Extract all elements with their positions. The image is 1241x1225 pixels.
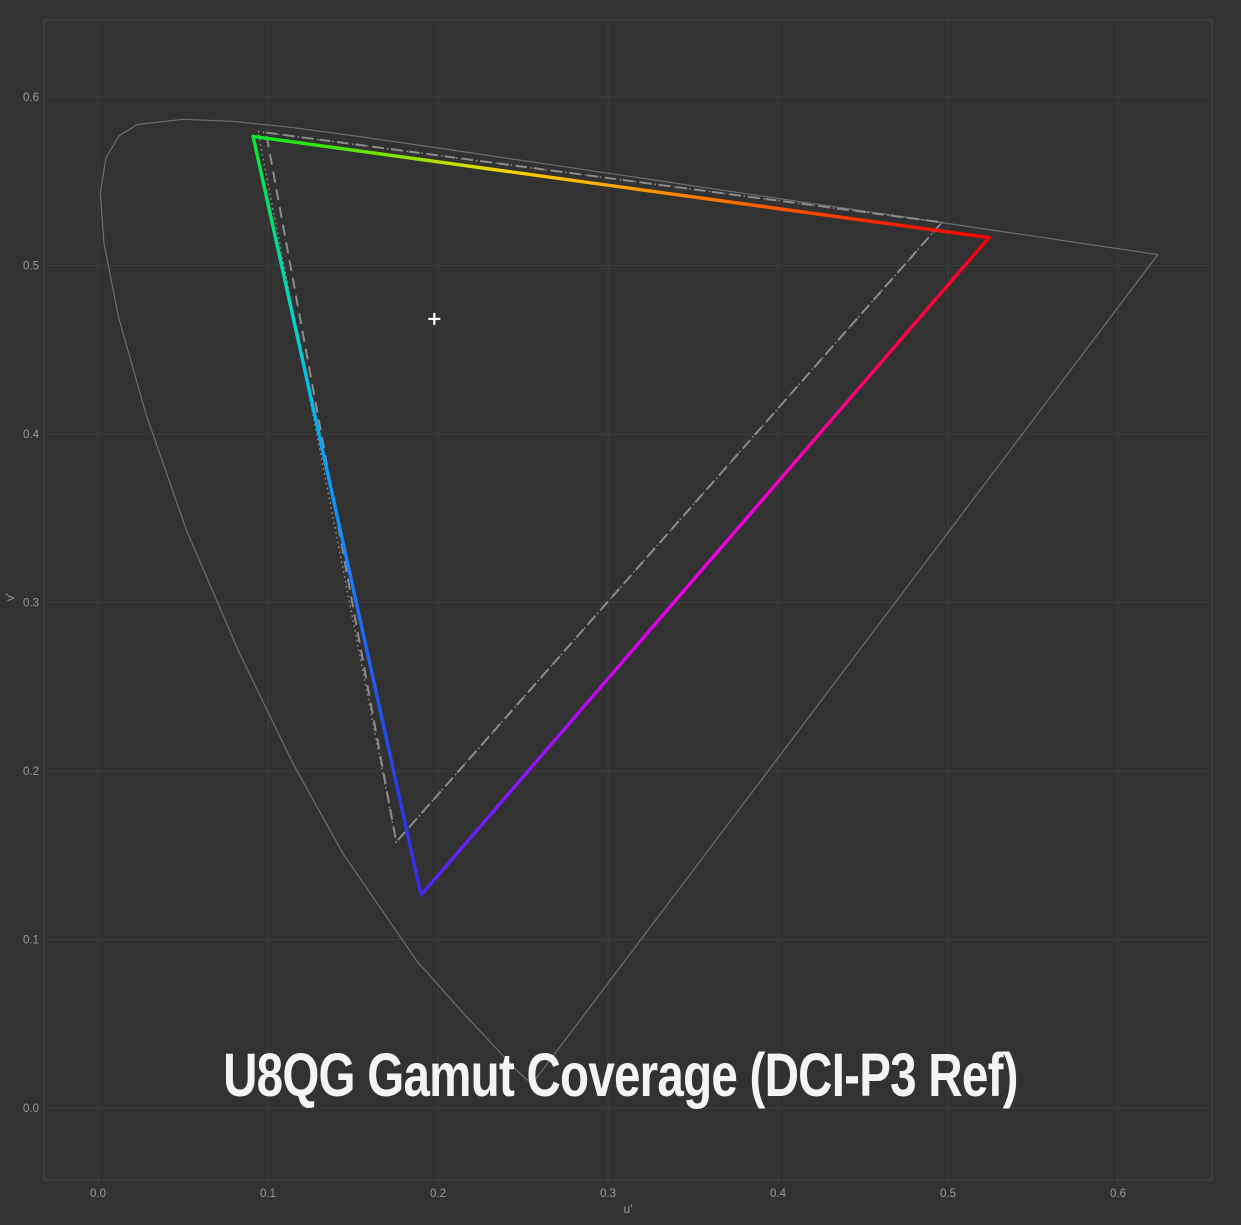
- x-tick-label: 0.5: [940, 1188, 956, 1200]
- x-tick-label: 0.4: [770, 1188, 787, 1200]
- y-axis-title: v': [3, 592, 18, 602]
- x-tick-label: 0.1: [260, 1188, 276, 1200]
- x-tick-label: 0.3: [600, 1188, 616, 1200]
- x-axis-title: u': [623, 1202, 633, 1216]
- reference-gamut-dci-p3: [264, 131, 944, 845]
- x-tick-label: 0.0: [90, 1188, 106, 1200]
- measured-edge-green-to-blue: [251, 134, 423, 897]
- plot-border: [43, 19, 1213, 1181]
- measured-edge-red-to-blue: [419, 235, 991, 897]
- x-tick-label: 0.2: [430, 1188, 446, 1200]
- x-tick-label: 0.6: [1110, 1188, 1126, 1200]
- y-tick-label: 0.2: [23, 766, 39, 778]
- measured-edge-green-to-red: [251, 134, 991, 240]
- spectral-locus: [99, 118, 1159, 1082]
- white-point-marker-D65: [428, 312, 441, 325]
- y-tick-label: 0.4: [23, 429, 40, 441]
- reference-outline-dotted: [256, 130, 944, 844]
- y-tick-label: 0.3: [23, 598, 39, 610]
- y-tick-label: 0.0: [23, 1103, 39, 1115]
- y-tick-label: 0.1: [23, 935, 39, 947]
- y-tick-label: 0.6: [23, 92, 39, 104]
- y-tick-label: 0.5: [23, 261, 39, 273]
